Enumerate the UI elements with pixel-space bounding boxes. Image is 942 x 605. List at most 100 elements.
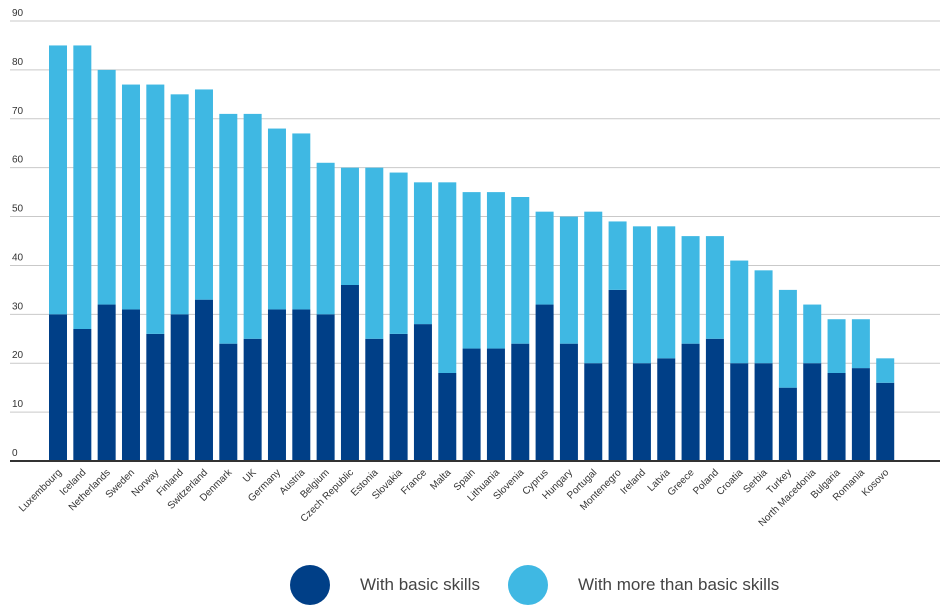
legend-label-basic: With basic skills xyxy=(360,575,480,594)
legend-swatch-more-than-basic xyxy=(508,565,548,605)
bar-more-than-basic-skills xyxy=(632,226,651,364)
bar-more-than-basic-skills xyxy=(267,128,286,310)
bar-basic-skills xyxy=(778,387,797,461)
bar-more-than-basic-skills xyxy=(97,69,116,305)
bar-more-than-basic-skills xyxy=(876,358,895,383)
bar-more-than-basic-skills xyxy=(389,172,408,334)
bar-basic-skills xyxy=(194,299,213,461)
y-tick-label: 40 xyxy=(12,252,24,263)
bar-more-than-basic-skills xyxy=(49,45,67,315)
bar-more-than-basic-skills xyxy=(243,113,262,339)
bar-basic-skills xyxy=(292,309,311,461)
bar-more-than-basic-skills xyxy=(657,226,676,359)
bar-more-than-basic-skills xyxy=(438,182,457,373)
x-tick-label: Croatia xyxy=(715,467,746,498)
bars xyxy=(49,45,895,461)
x-tick-label: Serbia xyxy=(741,467,770,496)
bar-more-than-basic-skills xyxy=(146,84,165,334)
bar-more-than-basic-skills xyxy=(608,221,627,290)
bar-more-than-basic-skills xyxy=(851,319,870,369)
legend-item-more-than-basic: With more than basic skills xyxy=(508,565,779,605)
bar-more-than-basic-skills xyxy=(316,162,335,315)
legend: With basic skills With more than basic s… xyxy=(0,565,942,605)
bar-more-than-basic-skills xyxy=(827,319,846,373)
bar-basic-skills xyxy=(754,363,773,461)
y-tick-label: 70 xyxy=(12,106,24,117)
bar-basic-skills xyxy=(121,309,140,461)
y-tick-label: 10 xyxy=(12,399,24,410)
bar-basic-skills xyxy=(219,343,238,461)
bar-basic-skills xyxy=(267,309,286,461)
y-tick-label: 80 xyxy=(12,57,24,68)
x-tick-label: France xyxy=(399,467,429,497)
x-tick-label: Greece xyxy=(666,467,697,498)
x-tick-label: Norway xyxy=(130,467,162,499)
x-tick-labels: LuxembourgIcelandNetherlandsSwedenNorway… xyxy=(17,467,892,529)
y-tick-label: 90 xyxy=(12,8,24,19)
bar-more-than-basic-skills xyxy=(730,260,749,364)
bar-basic-skills xyxy=(413,324,432,461)
bar-basic-skills xyxy=(243,338,262,461)
bar-more-than-basic-skills xyxy=(73,45,92,329)
bar-basic-skills xyxy=(681,343,700,461)
x-tick-label: Kosovo xyxy=(860,467,892,499)
bar-basic-skills xyxy=(827,373,846,461)
bar-basic-skills xyxy=(49,314,67,461)
bar-more-than-basic-skills xyxy=(194,89,213,300)
bar-basic-skills xyxy=(146,333,165,461)
bar-more-than-basic-skills xyxy=(535,211,554,305)
legend-swatch-basic xyxy=(290,565,330,605)
legend-label-more-than-basic: With more than basic skills xyxy=(578,575,780,594)
bar-basic-skills xyxy=(876,382,895,461)
bar-basic-skills xyxy=(511,343,530,461)
bar-more-than-basic-skills xyxy=(292,133,311,310)
y-tick-label: 30 xyxy=(12,301,24,312)
bar-basic-skills xyxy=(632,363,651,461)
bar-basic-skills xyxy=(608,289,627,461)
y-tick-label: 60 xyxy=(12,155,24,166)
bar-more-than-basic-skills xyxy=(121,84,140,310)
bar-basic-skills xyxy=(486,348,505,461)
bar-basic-skills xyxy=(559,343,578,461)
bar-more-than-basic-skills xyxy=(486,192,505,349)
y-tick-label: 50 xyxy=(12,204,24,215)
bar-basic-skills xyxy=(584,363,603,461)
x-tick-label: Luxembourg xyxy=(17,467,64,514)
bar-more-than-basic-skills xyxy=(559,216,578,344)
bar-more-than-basic-skills xyxy=(413,182,432,325)
bar-basic-skills xyxy=(705,338,724,461)
bar-basic-skills xyxy=(730,363,749,461)
legend-item-basic: With basic skills xyxy=(290,565,480,605)
bar-basic-skills xyxy=(73,329,92,461)
bar-more-than-basic-skills xyxy=(511,197,530,344)
bar-basic-skills xyxy=(170,314,189,461)
bar-basic-skills xyxy=(851,368,870,461)
bar-more-than-basic-skills xyxy=(803,304,822,364)
y-tick-label: 20 xyxy=(12,350,24,361)
bar-basic-skills xyxy=(657,358,676,461)
bar-basic-skills xyxy=(316,314,335,461)
bar-more-than-basic-skills xyxy=(170,94,189,315)
x-tick-label: UK xyxy=(241,467,259,485)
x-tick-label: Ireland xyxy=(619,467,648,496)
bar-basic-skills xyxy=(340,285,359,461)
bar-basic-skills xyxy=(535,304,554,461)
bar-basic-skills xyxy=(389,333,408,461)
bar-more-than-basic-skills xyxy=(584,211,603,364)
bar-basic-skills xyxy=(438,373,457,461)
bar-more-than-basic-skills xyxy=(365,167,384,339)
bar-basic-skills xyxy=(462,348,481,461)
stacked-bar-chart: 0 10 20 30 40 50 60 70 80 90 LuxembourgIcelandNet… xyxy=(10,8,940,529)
bar-more-than-basic-skills xyxy=(705,236,724,339)
bar-more-than-basic-skills xyxy=(681,236,700,344)
bar-more-than-basic-skills xyxy=(462,192,481,349)
bar-basic-skills xyxy=(97,304,116,461)
x-tick-label: Malta xyxy=(428,467,453,492)
bar-more-than-basic-skills xyxy=(778,289,797,388)
bar-basic-skills xyxy=(803,363,822,461)
bar-more-than-basic-skills xyxy=(219,113,238,344)
bar-more-than-basic-skills xyxy=(754,270,773,364)
bar-more-than-basic-skills xyxy=(340,167,359,285)
bar-basic-skills xyxy=(365,338,384,461)
y-tick-label: 0 xyxy=(12,448,18,459)
